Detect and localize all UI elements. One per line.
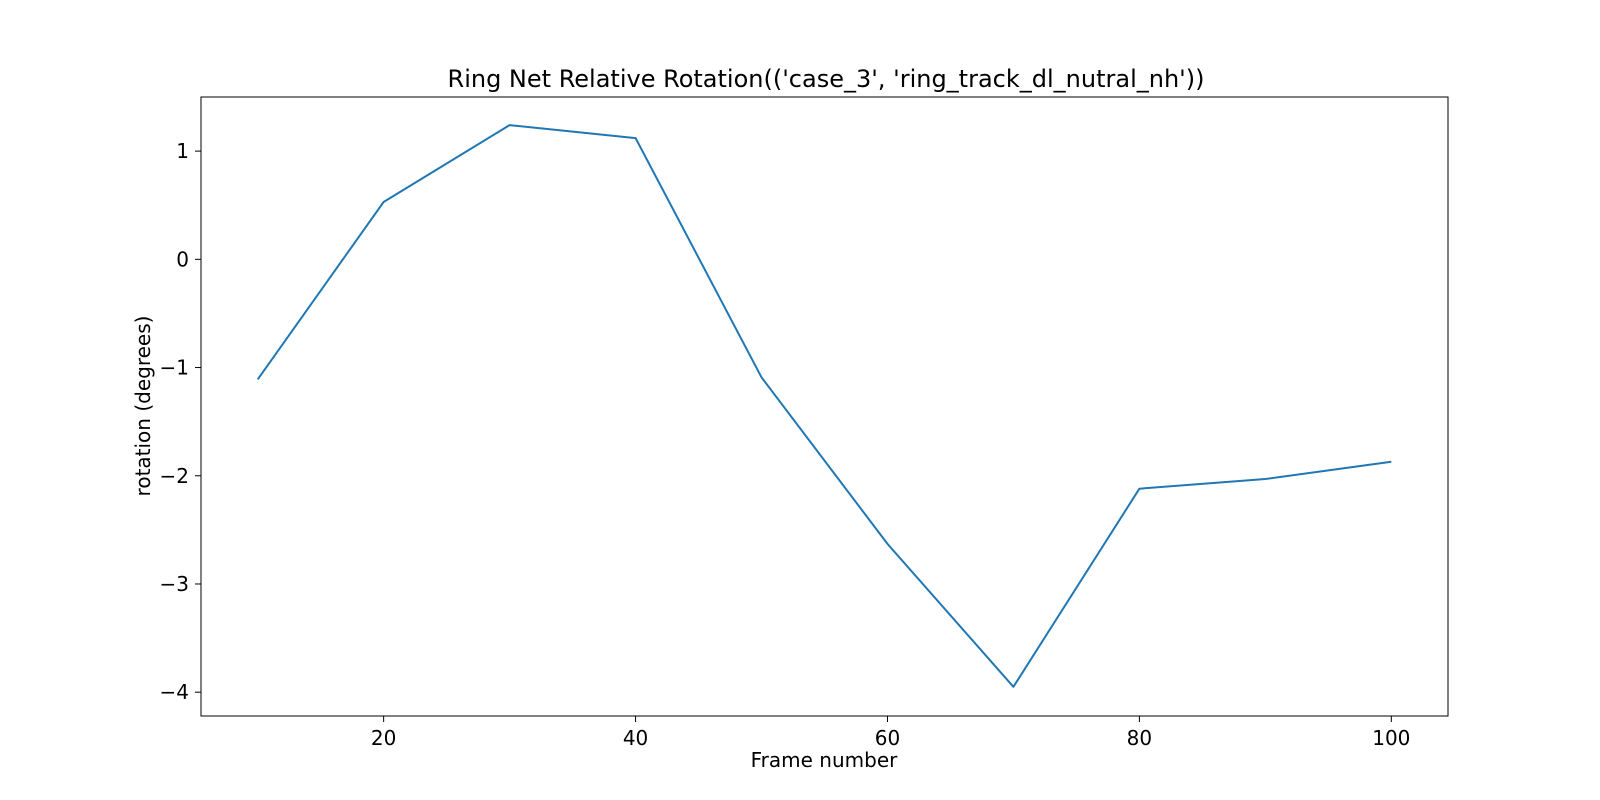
y-tick-label: −3 xyxy=(160,572,189,596)
x-tick-label: 40 xyxy=(623,726,648,750)
plot-area xyxy=(200,96,1449,717)
y-tick-label: 1 xyxy=(176,139,189,163)
x-tick-label: 60 xyxy=(875,726,900,750)
x-axis: 20 40 60 80 100 xyxy=(371,716,1410,750)
x-tick-label: 80 xyxy=(1127,726,1152,750)
x-tick-label: 100 xyxy=(1372,726,1410,750)
y-axis: 1 0 −1 −2 −3 −4 xyxy=(160,139,201,704)
series-layer xyxy=(256,124,1392,688)
y-tick-label: 0 xyxy=(176,247,189,271)
y-tick-label: −1 xyxy=(160,356,189,380)
y-axis-label: rotation (degrees) xyxy=(131,316,155,497)
series-line xyxy=(256,124,1392,688)
x-axis-label: Frame number xyxy=(751,748,899,772)
y-tick-label: −4 xyxy=(160,680,189,704)
chart-title: Ring Net Relative Rotation(('case_3', 'r… xyxy=(448,65,1205,93)
y-tick-label: −2 xyxy=(160,464,189,488)
x-tick-label: 20 xyxy=(371,726,396,750)
